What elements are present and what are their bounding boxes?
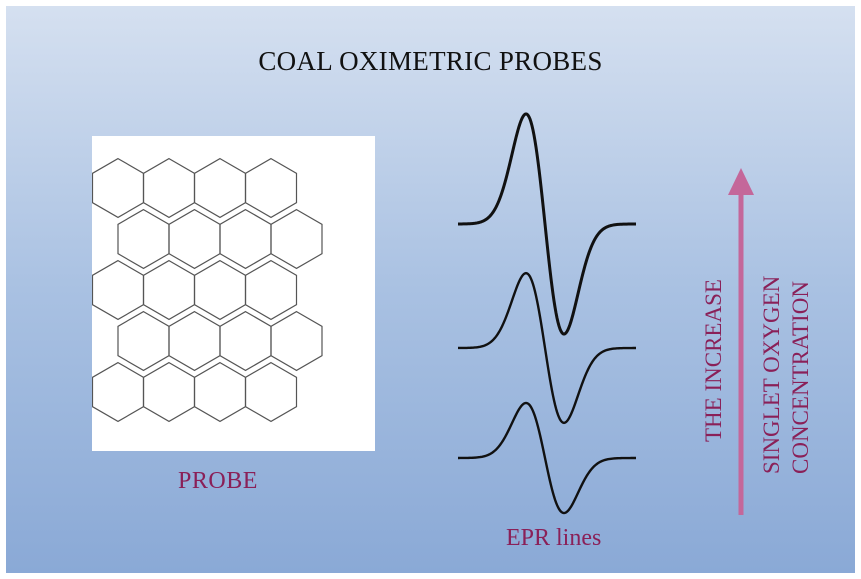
probe-box [92,136,375,451]
increase-arrow-head [728,168,754,195]
probe-label: PROBE [178,468,258,494]
diagram-title: COAL OXIMETRIC PROBES [258,46,603,76]
hexagon-cell [244,259,298,321]
hexagon-lattice [92,157,323,423]
hexagon-cell [244,361,298,423]
hexagon-cell [270,208,323,270]
hexagon-cell [244,157,298,219]
trend-label-concentration: CONCENTRATION [788,281,813,474]
hexagon-cell [270,310,323,372]
trend-label-increase: THE INCREASE [701,279,726,442]
epr-line-2 [458,271,636,425]
trend-label-singlet-oxygen: SINGLET OXYGEN [759,275,784,474]
epr-lines-label: EPR lines [506,525,602,551]
epr-line-3 [458,401,637,515]
epr-line-1 [457,112,636,336]
